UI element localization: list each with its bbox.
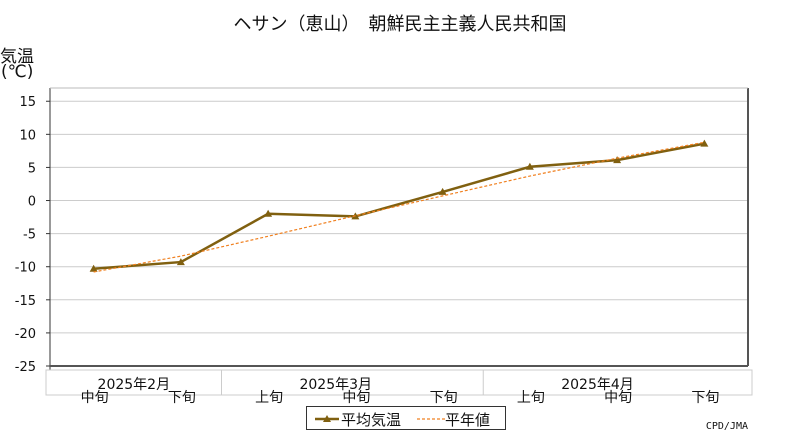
y-tick-label: -10: [15, 261, 36, 276]
credit: CPD/JMA: [705, 421, 748, 432]
x-dekad-label: 中旬: [81, 390, 109, 406]
data-point-mean: [264, 209, 273, 217]
legend: 平均気温 平年値: [306, 406, 506, 430]
x-month-label: 2025年3月: [299, 377, 372, 393]
series-line-normal: [93, 141, 705, 273]
y-tick-label: -15: [15, 294, 36, 309]
x-dekad-label: 下旬: [168, 390, 196, 406]
y-tick-label: -5: [23, 228, 36, 243]
y-tick-label: 15: [19, 95, 36, 110]
x-dekad-label: 下旬: [691, 390, 719, 406]
y-tick-label: -20: [15, 327, 36, 342]
legend-swatch-mean: [315, 415, 339, 422]
x-dekad-label: 中旬: [604, 390, 632, 406]
y-tick-label: 10: [19, 128, 36, 143]
legend-label-normal: 平年値: [445, 411, 491, 429]
y-tick-label: -25: [15, 360, 36, 375]
x-dekad-label: 上旬: [255, 390, 283, 406]
x-axis-box: [45, 369, 753, 396]
legend-label-mean: 平均気温: [341, 411, 402, 429]
x-dekad-label: 下旬: [430, 390, 458, 406]
data-point-mean: [525, 162, 534, 170]
y-axis-label: 気温: [0, 47, 34, 67]
data-point-mean: [700, 139, 709, 147]
data-point-mean: [176, 258, 185, 266]
y-axis-unit: (℃): [1, 62, 34, 82]
y-tick-label: 0: [28, 195, 36, 210]
x-dekad-label: 上旬: [517, 390, 545, 406]
x-month-label: 2025年4月: [561, 377, 634, 393]
data-point-mean: [613, 156, 622, 164]
data-point-mean: [438, 187, 447, 195]
x-dekad-label: 中旬: [342, 390, 370, 406]
data-point-mean: [89, 264, 98, 272]
y-tick-label: 5: [28, 161, 36, 176]
x-month-label: 2025年2月: [98, 377, 171, 393]
chart-title: ヘサン（恵山） 朝鮮民主主義人民共和国: [233, 14, 567, 35]
plot-area: [50, 88, 748, 366]
